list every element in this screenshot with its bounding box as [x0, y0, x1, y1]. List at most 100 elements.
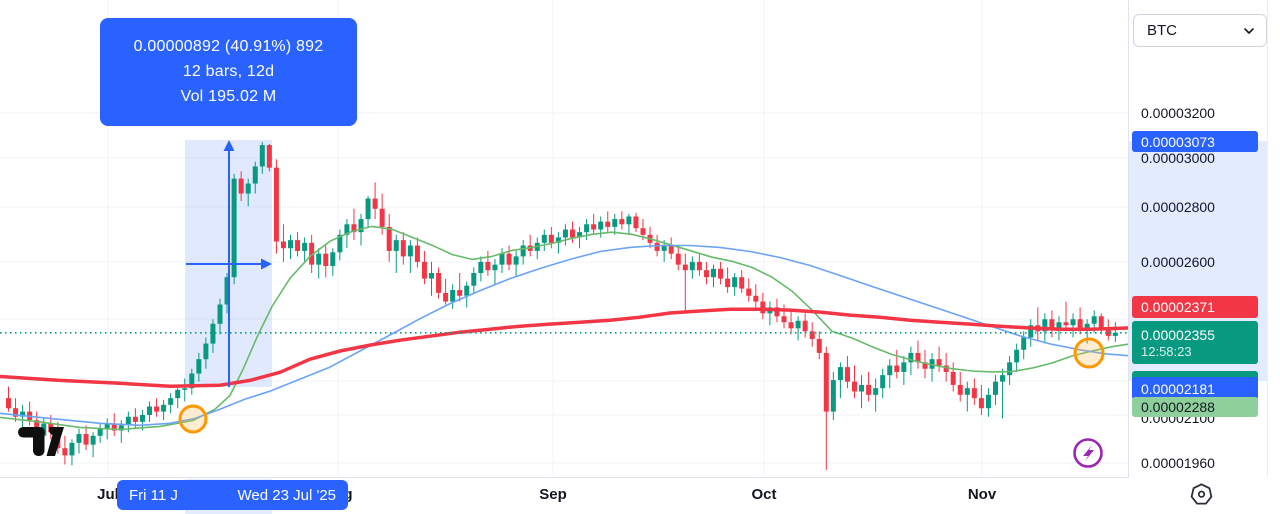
- range-start-date: Fri 11 J: [129, 486, 178, 504]
- candle: [407, 245, 413, 257]
- candle: [252, 166, 258, 184]
- candle: [393, 240, 399, 251]
- candle: [950, 371, 956, 385]
- price-tick-label: 0.00002800: [1141, 199, 1215, 215]
- candle: [929, 359, 935, 369]
- symbol-dropdown[interactable]: BTC: [1133, 14, 1267, 47]
- candle: [626, 216, 632, 225]
- month-label-oct: Oct: [751, 486, 777, 503]
- current-price-badge: 0.00002355 12:58:23: [1132, 321, 1258, 364]
- candle: [443, 292, 449, 302]
- candle: [725, 278, 731, 288]
- candle: [993, 381, 998, 395]
- candle: [711, 268, 716, 278]
- candle: [682, 264, 688, 271]
- candle: [584, 224, 590, 233]
- candle: [577, 232, 583, 238]
- candle: [83, 434, 89, 445]
- candle: [598, 221, 604, 230]
- candle: [175, 389, 181, 399]
- lightning-icon[interactable]: [1071, 436, 1105, 470]
- candle: [887, 365, 893, 376]
- candle: [605, 221, 611, 227]
- candle: [344, 224, 350, 235]
- candle: [866, 384, 872, 395]
- candle: [774, 307, 780, 317]
- candle: [901, 362, 907, 372]
- candle: [182, 388, 188, 390]
- candle: [746, 288, 752, 296]
- candle: [154, 406, 160, 412]
- candle: [471, 272, 477, 286]
- gear-icon[interactable]: [1189, 482, 1214, 507]
- candles: [6, 142, 1118, 470]
- month-label-sep: Sep: [539, 486, 567, 503]
- tradingview-logo[interactable]: [18, 427, 64, 456]
- price-axis[interactable]: 0.00003200 0.00003000 0.00002800 0.00002600…: [1128, 0, 1280, 478]
- candle: [1105, 328, 1111, 336]
- candle: [739, 277, 745, 289]
- price-tick-label: 0.00003000: [1141, 150, 1215, 166]
- measure-end-price-badge: 0.00003073: [1132, 131, 1258, 152]
- candle: [499, 253, 505, 265]
- candle: [732, 277, 738, 288]
- candle: [852, 381, 857, 392]
- candle: [640, 228, 646, 235]
- candle: [6, 398, 11, 409]
- candle: [718, 268, 724, 279]
- candle: [196, 359, 202, 374]
- candle: [90, 435, 96, 445]
- candle: [210, 323, 216, 344]
- candle: [506, 253, 512, 265]
- candle: [978, 398, 984, 409]
- candle: [139, 415, 145, 422]
- measure-tooltip: 0.00000892 (40.91%) 892 12 bars, 12d Vol…: [100, 18, 357, 126]
- candle: [97, 428, 103, 436]
- candle: [548, 234, 554, 243]
- range-end-date: Wed 23 Jul '25: [237, 486, 336, 504]
- price-tick-label: 0.00002600: [1141, 254, 1215, 270]
- price-tick-label: 0.00001960: [1141, 455, 1215, 471]
- candle: [323, 253, 329, 267]
- candle: [823, 352, 829, 412]
- candle: [957, 384, 963, 395]
- candle: [358, 219, 364, 233]
- candle: [147, 406, 152, 416]
- candle: [125, 416, 131, 426]
- candle: [654, 242, 660, 251]
- candle: [1014, 349, 1020, 363]
- candle: [1091, 316, 1097, 324]
- candle: [1112, 332, 1118, 336]
- gridlines: [0, 0, 1128, 477]
- candle: [330, 252, 336, 267]
- candle: [844, 367, 850, 382]
- candle: [1098, 316, 1104, 329]
- time-axis[interactable]: JulAugSepOctNov Fri 11 J Wed 23 Jul '25: [0, 477, 1280, 514]
- date-range-badge: Fri 11 J Wed 23 Jul '25: [117, 480, 348, 510]
- candle: [386, 226, 392, 251]
- candle: [302, 242, 308, 251]
- candle: [894, 365, 900, 372]
- candle: [288, 240, 293, 249]
- candle: [922, 362, 928, 369]
- measure-bar-count: 12 bars, 12d: [182, 63, 275, 80]
- candle: [309, 242, 315, 265]
- chevron-down-icon: [1242, 24, 1256, 38]
- candle: [1077, 319, 1083, 329]
- candle: [464, 285, 470, 296]
- candle: [753, 295, 759, 302]
- candle: [266, 145, 272, 168]
- candle: [273, 167, 279, 242]
- candle: [478, 261, 484, 273]
- candle: [1021, 337, 1027, 350]
- candle: [132, 416, 138, 422]
- candle: [189, 373, 195, 389]
- month-label-jul: Jul: [97, 486, 119, 503]
- candle: [245, 183, 251, 194]
- candle: [259, 145, 265, 167]
- candle: [295, 240, 301, 251]
- candle: [238, 178, 244, 194]
- candle: [1028, 325, 1034, 338]
- candle: [351, 224, 357, 233]
